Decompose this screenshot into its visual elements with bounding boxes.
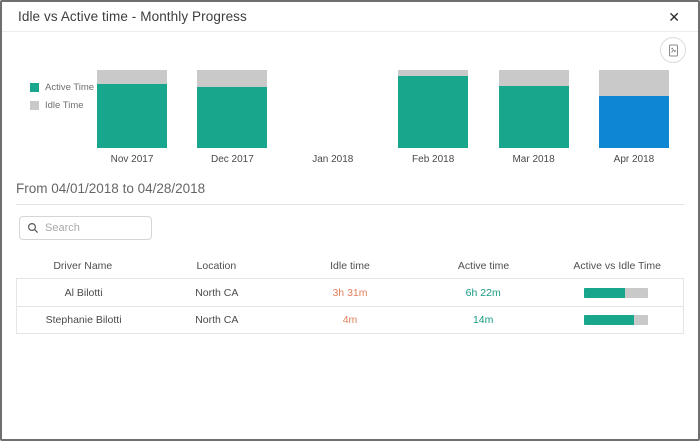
active-time-cell: 6h 22m	[465, 286, 501, 299]
idle-time-cell: 4m	[342, 314, 358, 326]
chart-bar-active-segment	[598, 96, 669, 148]
chart-category-label: Jan 2018	[312, 154, 354, 165]
table-row[interactable]: Al Bilotti North CA 3h 31m 6h 22m	[17, 279, 683, 306]
modal-title: Idle vs Active time - Monthly Progress	[18, 9, 247, 24]
period-divider	[16, 204, 684, 205]
chart-category-label: Feb 2018	[412, 154, 455, 165]
legend-label-active: Active Time	[45, 82, 95, 93]
driver-name-cell: Stephanie Bilotti	[45, 314, 122, 326]
table-body: Al Bilotti North CA 3h 31m 6h 22m Stepha…	[16, 278, 684, 334]
chart-legend: Active Time Idle Time	[2, 68, 97, 165]
chart-bar-active-segment	[398, 75, 469, 148]
driver-name-cell: Al Bilotti	[64, 286, 103, 299]
active-vs-idle-bar-fill	[584, 287, 626, 298]
search-input[interactable]	[45, 222, 144, 234]
chart-bar-idle-segment	[498, 70, 569, 86]
chart-plot-area: Nov 2017 Dec 2017 Jan 2018	[97, 68, 669, 165]
export-image-icon	[667, 44, 680, 57]
chart-bar-idle-segment	[598, 70, 669, 96]
active-vs-idle-bar	[584, 315, 649, 325]
chart-slot: Nov 2017	[97, 68, 167, 165]
chart-slot: Mar 2018	[498, 68, 569, 165]
idle-time-cell: 3h 31m	[332, 286, 368, 299]
table-header-row: Driver Name Location Idle time Active ti…	[16, 254, 684, 278]
chart-category-label: Nov 2017	[110, 154, 154, 165]
legend-swatch-active	[30, 83, 39, 92]
export-row	[2, 32, 698, 68]
column-header-active-vs-idle: Active vs Idle Time	[573, 260, 661, 272]
active-vs-idle-bar-fill	[584, 315, 635, 325]
chart-category-label: Dec 2017	[210, 154, 254, 165]
chart-slot: Feb 2018	[398, 68, 469, 165]
active-vs-idle-bar	[584, 287, 649, 298]
legend-item-idle[interactable]: Idle Time	[30, 100, 97, 111]
chart-bar-idle-segment	[398, 70, 469, 76]
column-header-location: Location	[196, 260, 237, 272]
column-header-active-time: Active time	[457, 260, 510, 272]
location-cell: North CA	[195, 286, 239, 299]
chart-bar[interactable]	[197, 70, 268, 148]
chart-bar[interactable]	[498, 70, 569, 148]
period-section: From 04/01/2018 to 04/28/2018	[2, 181, 698, 205]
chart-bar-active-segment	[498, 85, 569, 148]
legend-item-active[interactable]: Active Time	[30, 82, 97, 93]
chart-bar-idle-segment	[197, 70, 268, 88]
column-header-driver-name: Driver Name	[53, 260, 113, 272]
legend-swatch-idle	[30, 101, 39, 110]
location-cell: North CA	[195, 314, 239, 326]
chart-bar-active-segment	[197, 87, 268, 148]
search-box	[19, 216, 152, 240]
legend-label-idle: Idle Time	[45, 100, 84, 111]
chart-bar-active-segment	[97, 83, 167, 148]
close-icon[interactable]: ✕	[664, 8, 684, 26]
chart-slot: Dec 2017	[197, 68, 268, 165]
period-title: From 04/01/2018 to 04/28/2018	[16, 181, 206, 196]
chart-category-label: Apr 2018	[613, 154, 655, 165]
chart-bar[interactable]	[97, 70, 167, 148]
monthly-progress-chart: Active Time Idle Time Nov 2017 Dec	[2, 68, 698, 165]
chart-bar-idle-segment	[97, 70, 167, 84]
chart-slot: Apr 2018	[598, 68, 669, 165]
export-button[interactable]	[660, 37, 686, 63]
drivers-table: Driver Name Location Idle time Active ti…	[16, 254, 684, 334]
column-header-idle-time: Idle time	[330, 260, 370, 272]
chart-bar[interactable]	[598, 70, 669, 148]
active-time-cell: 14m	[472, 314, 494, 326]
chart-slot: Jan 2018	[298, 68, 368, 165]
modal-header: Idle vs Active time - Monthly Progress ✕	[2, 2, 698, 32]
search-icon	[27, 222, 39, 234]
chart-bar[interactable]	[398, 70, 469, 148]
table-row[interactable]: Stephanie Bilotti North CA 4m 14m	[17, 306, 683, 333]
chart-category-label: Mar 2018	[512, 154, 555, 165]
